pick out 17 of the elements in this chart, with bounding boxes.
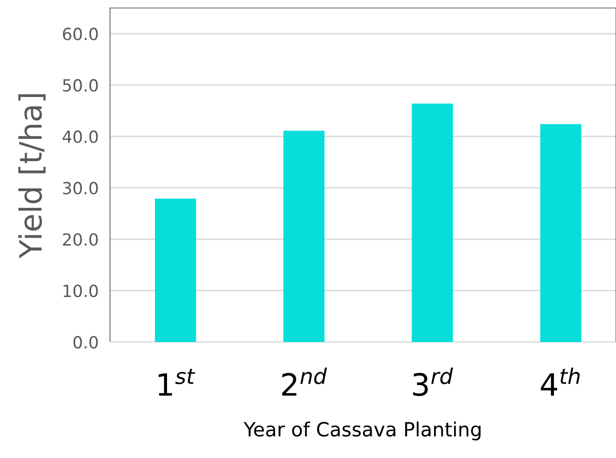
y-tick-label: 10.0 <box>64 284 98 298</box>
x-tick-label: 1$^{st}$ <box>158 368 196 396</box>
bar <box>540 124 582 342</box>
x-tick-label: 2$^{nd}$ <box>282 368 327 396</box>
x-tick-label: 4$^{th}$ <box>540 368 580 396</box>
y-tick-label: 50.0 <box>63 79 98 92</box>
y-tick-label: 20.0 <box>63 233 98 246</box>
bar <box>154 198 196 342</box>
x-tick-label: 3$^{rd}$ <box>413 368 454 396</box>
y-tick-label: 0.0 <box>73 336 98 349</box>
y-axis-title: Yield [t/ha] <box>18 94 46 258</box>
y-tick-label: 30.0 <box>63 182 98 194</box>
y-tick-label: 60.0 <box>62 28 98 40</box>
bar <box>412 104 453 342</box>
y-tick-label: 40.0 <box>62 130 98 144</box>
x-axis-title: Year of Cassava Planting <box>244 422 481 440</box>
bar <box>283 130 324 342</box>
